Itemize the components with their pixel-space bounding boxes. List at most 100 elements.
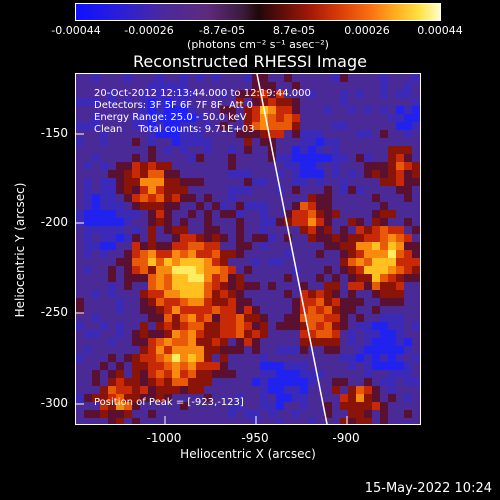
image-pixel [156, 90, 164, 98]
image-pixel [84, 346, 92, 354]
image-pixel [316, 90, 324, 98]
image-pixel [404, 386, 412, 394]
image-pixel [364, 186, 372, 194]
image-pixel [188, 378, 196, 386]
image-pixel [332, 74, 340, 82]
image-pixel [300, 402, 308, 410]
image-pixel [124, 138, 132, 146]
image-pixel [164, 74, 172, 82]
image-pixel [284, 370, 292, 378]
image-pixel [340, 314, 348, 322]
image-pixel [124, 298, 132, 306]
image-pixel [284, 306, 292, 314]
image-pixel [348, 362, 356, 370]
image-pixel [260, 218, 268, 226]
image-pixel [372, 354, 380, 362]
image-pixel [204, 282, 212, 290]
image-pixel [84, 402, 92, 410]
image-pixel [308, 74, 316, 82]
image-pixel [332, 234, 340, 242]
image-pixel [124, 226, 132, 234]
image-pixel [268, 98, 276, 106]
image-pixel [412, 266, 420, 274]
image-pixel [236, 202, 244, 210]
image-pixel [228, 338, 236, 346]
image-pixel [356, 234, 364, 242]
image-pixel [300, 194, 308, 202]
image-pixel [140, 338, 148, 346]
image-pixel [212, 170, 220, 178]
image-pixel [404, 418, 412, 424]
image-pixel [316, 138, 324, 146]
image-pixel [204, 306, 212, 314]
image-pixel [404, 162, 412, 170]
image-pixel [364, 290, 372, 298]
image-pixel [156, 290, 164, 298]
image-pixel [308, 154, 316, 162]
image-pixel [100, 290, 108, 298]
image-pixel [220, 194, 228, 202]
image-pixel [124, 242, 132, 250]
image-pixel [188, 418, 196, 424]
image-pixel [188, 162, 196, 170]
image-pixel [212, 106, 220, 114]
image-pixel [268, 154, 276, 162]
image-pixel [396, 138, 404, 146]
image-pixel [396, 354, 404, 362]
image-pixel [100, 114, 108, 122]
image-pixel [84, 98, 92, 106]
image-pixel [340, 106, 348, 114]
image-pixel [276, 354, 284, 362]
image-pixel [196, 74, 204, 82]
image-pixel [284, 178, 292, 186]
image-pixel [340, 218, 348, 226]
image-pixel [76, 306, 84, 314]
image-pixel [284, 330, 292, 338]
image-pixel [132, 338, 140, 346]
image-pixel [100, 314, 108, 322]
image-pixel [324, 362, 332, 370]
image-pixel [308, 250, 316, 258]
image-pixel [396, 402, 404, 410]
image-pixel [372, 394, 380, 402]
image-pixel [236, 378, 244, 386]
image-pixel [412, 354, 420, 362]
image-pixel [308, 138, 316, 146]
image-pixel [84, 106, 92, 114]
image-pixel [380, 346, 388, 354]
image-pixel [132, 106, 140, 114]
image-pixel [332, 266, 340, 274]
image-pixel [348, 186, 356, 194]
image-pixel [388, 346, 396, 354]
image-pixel [76, 194, 84, 202]
image-pixel [204, 154, 212, 162]
image-pixel [172, 186, 180, 194]
image-pixel [332, 386, 340, 394]
image-pixel [148, 410, 156, 418]
image-pixel [164, 418, 172, 424]
image-pixel [140, 82, 148, 90]
image-pixel [92, 122, 100, 130]
image-pixel [292, 178, 300, 186]
image-pixel [404, 378, 412, 386]
image-pixel [396, 378, 404, 386]
image-pixel [300, 122, 308, 130]
image-pixel [92, 250, 100, 258]
image-pixel [84, 250, 92, 258]
image-pixel [252, 330, 260, 338]
image-pixel [260, 138, 268, 146]
image-pixel [260, 82, 268, 90]
image-pixel [220, 370, 228, 378]
image-pixel [324, 218, 332, 226]
image-pixel [364, 402, 372, 410]
image-pixel [268, 218, 276, 226]
image-pixel [356, 258, 364, 266]
image-pixel [276, 154, 284, 162]
image-pixel [252, 298, 260, 306]
image-pixel [252, 218, 260, 226]
image-pixel [116, 370, 124, 378]
image-pixel [284, 322, 292, 330]
image-pixel [244, 354, 252, 362]
image-pixel [164, 370, 172, 378]
image-panel[interactable] [75, 73, 421, 425]
